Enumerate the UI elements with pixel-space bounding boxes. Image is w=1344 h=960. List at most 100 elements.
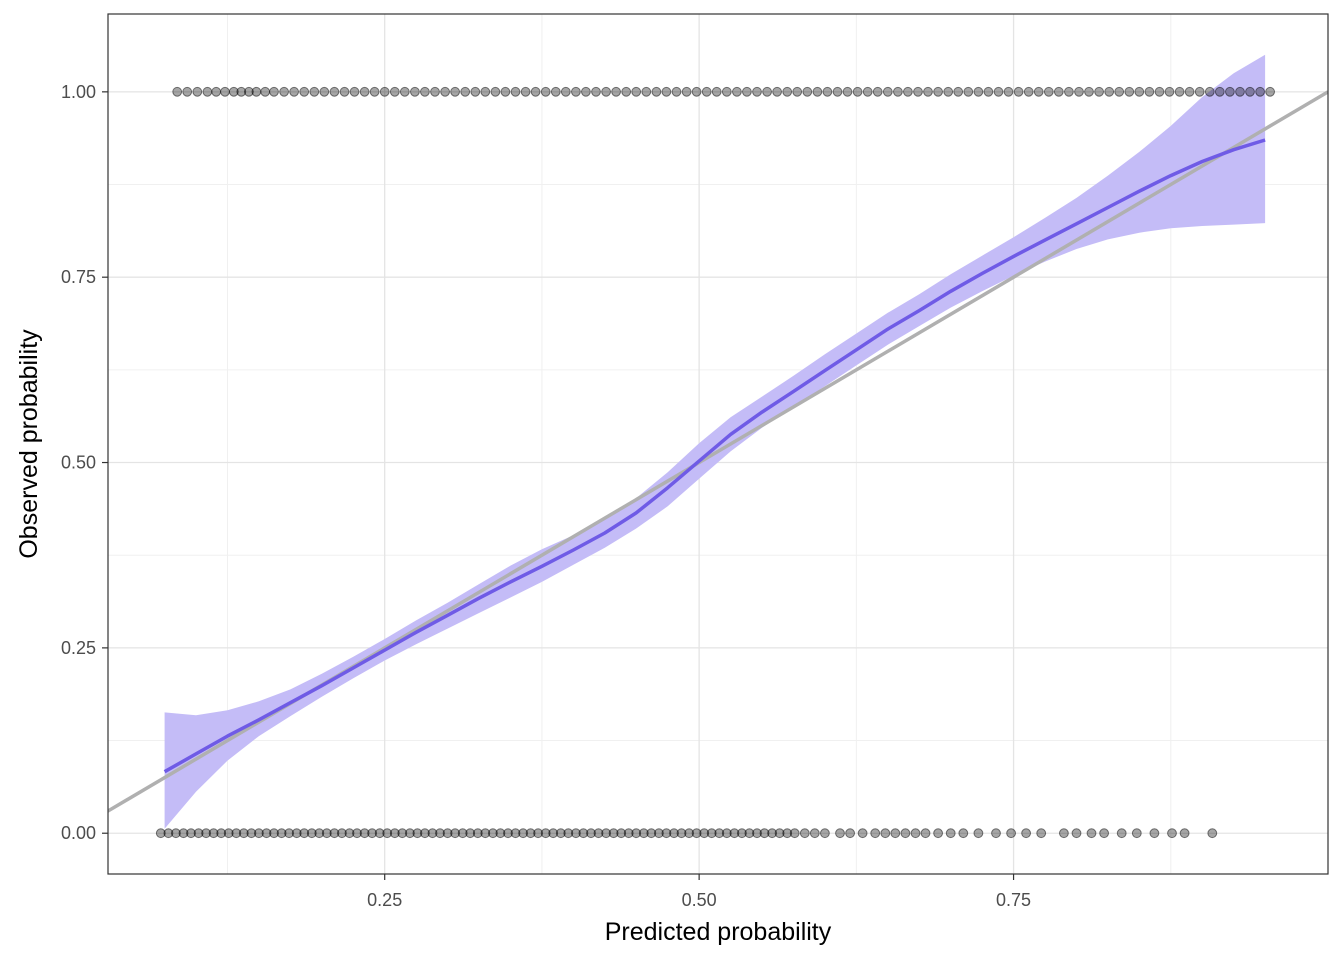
- observation-point: [405, 828, 415, 839]
- observation-point: [276, 828, 287, 839]
- observation-point: [379, 86, 390, 97]
- observation-point: [1104, 86, 1115, 97]
- observation-point: [958, 828, 969, 839]
- observation-point: [339, 86, 350, 97]
- observation-point: [260, 86, 271, 97]
- observation-point: [269, 828, 279, 839]
- observation-point: [1053, 86, 1064, 97]
- observation-point: [352, 828, 362, 839]
- observation-point: [172, 86, 183, 97]
- observation-point: [412, 828, 423, 839]
- observation-point: [1144, 86, 1155, 97]
- observation-point: [654, 828, 664, 839]
- observation-point: [799, 828, 810, 839]
- observation-point: [563, 828, 574, 839]
- observation-point: [201, 828, 212, 839]
- observation-point: [457, 828, 468, 839]
- observation-point: [759, 828, 770, 839]
- observation-point: [480, 86, 491, 97]
- observation-point: [155, 828, 166, 839]
- observation-point: [369, 86, 380, 97]
- observation-point: [1154, 86, 1165, 97]
- observation-point: [845, 828, 855, 839]
- y-axis-title: Observed probability: [15, 329, 43, 559]
- observation-point: [1207, 828, 1218, 839]
- observation-point: [470, 86, 481, 97]
- observation-point: [349, 86, 360, 97]
- observation-point: [182, 86, 193, 97]
- observation-point: [789, 828, 800, 839]
- observation-point: [616, 828, 627, 839]
- observation-point: [186, 828, 196, 839]
- panel-border: [107, 13, 1329, 875]
- observation-point: [691, 828, 702, 839]
- observation-point: [329, 86, 340, 97]
- y-tick-label: 0.00: [61, 823, 96, 843]
- observation-point: [518, 828, 528, 839]
- observation-point: [291, 828, 302, 839]
- observation-point: [178, 828, 189, 839]
- observation-point: [1021, 828, 1031, 839]
- observation-point: [202, 86, 213, 97]
- observation-point: [216, 828, 227, 839]
- observation-point: [1064, 86, 1074, 97]
- observation-point: [440, 86, 451, 97]
- observation-point: [550, 86, 561, 97]
- observation-point: [314, 828, 325, 839]
- observation-point: [752, 86, 762, 97]
- observation-point: [933, 86, 943, 97]
- observation-point: [231, 828, 242, 839]
- observation-point: [903, 86, 913, 97]
- observation-point: [1167, 828, 1177, 839]
- observation-point: [548, 828, 559, 839]
- observation-point: [711, 86, 722, 97]
- observation-point: [192, 86, 203, 97]
- observation-point: [782, 828, 793, 839]
- y-tick-label: 0.75: [61, 267, 96, 287]
- observation-point: [809, 828, 820, 839]
- observation-point: [973, 828, 984, 839]
- observation-point: [822, 86, 833, 97]
- observation-point: [1036, 828, 1047, 839]
- observation-point: [472, 828, 483, 839]
- observation-point: [872, 86, 883, 97]
- observation-point: [223, 828, 234, 839]
- observation-point: [560, 86, 571, 97]
- y-tick-label: 0.50: [61, 453, 96, 473]
- observation-point: [762, 86, 772, 97]
- observation-point: [1116, 828, 1127, 839]
- observation-point: [1006, 828, 1016, 839]
- observation-point: [593, 828, 604, 839]
- observation-point: [676, 828, 687, 839]
- x-axis-title: Predicted probability: [605, 918, 832, 946]
- observation-point: [621, 86, 632, 97]
- observation-point: [367, 828, 378, 839]
- observation-point: [359, 86, 370, 97]
- observation-point: [701, 86, 712, 97]
- observation-point: [397, 828, 408, 839]
- observation-point: [862, 86, 873, 97]
- observation-point: [236, 86, 247, 97]
- observation-point: [228, 86, 239, 97]
- observation-point: [737, 828, 747, 839]
- observation-point: [359, 828, 370, 839]
- observation-point: [973, 86, 984, 97]
- observation-point: [1255, 86, 1265, 97]
- observation-point: [1094, 86, 1104, 97]
- observation-point: [246, 828, 257, 839]
- observation-point: [480, 828, 491, 839]
- observation-point: [802, 86, 813, 97]
- observation-point: [1225, 86, 1235, 97]
- observation-point: [706, 828, 717, 839]
- observation-point: [289, 86, 300, 97]
- observation-point: [812, 86, 823, 97]
- observation-point: [533, 828, 543, 839]
- observation-point: [319, 86, 330, 97]
- observation-point: [1074, 86, 1084, 97]
- observation-point: [571, 828, 581, 839]
- observation-point: [1084, 86, 1094, 97]
- observation-point: [832, 86, 843, 97]
- observation-point: [601, 86, 611, 97]
- observation-point: [913, 86, 923, 97]
- observation-point: [591, 86, 601, 97]
